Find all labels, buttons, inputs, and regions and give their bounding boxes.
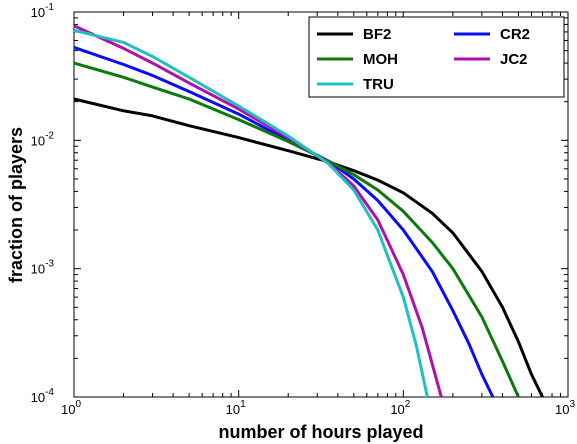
x-tick-label: 102 [390, 399, 410, 417]
series-line-bf2 [73, 97, 544, 398]
y-tick-label: 10-3 [31, 259, 55, 277]
x-tick-label: 101 [226, 399, 246, 417]
x-tick-labels: 100 101 102 103 [61, 399, 575, 417]
y-tick-label: 10-4 [31, 387, 55, 405]
x-axis-title: number of hours played [218, 422, 423, 442]
legend-label-moh: MOH [363, 51, 398, 68]
legend-label-bf2: BF2 [363, 26, 391, 43]
series-line-moh [73, 61, 520, 398]
y-tick-label: 10-1 [31, 2, 55, 20]
axis-ticks [73, 12, 568, 398]
legend-label-cr2: CR2 [500, 26, 530, 43]
legend-label-jc2: JC2 [500, 51, 528, 68]
series-line-cr2 [73, 45, 495, 398]
y-tick-label: 10-2 [31, 130, 55, 148]
series-line-tru [73, 28, 429, 398]
y-axis-title: fraction of players [6, 127, 26, 283]
x-tick-label: 100 [61, 399, 81, 417]
legend: BF2 MOH TRU CR2 JC2 [308, 16, 565, 98]
legend-label-tru: TRU [363, 76, 394, 93]
y-tick-labels: 10-4 10-3 10-2 10-1 [31, 2, 55, 405]
series-lines [73, 24, 544, 398]
x-tick-label: 103 [555, 399, 575, 417]
